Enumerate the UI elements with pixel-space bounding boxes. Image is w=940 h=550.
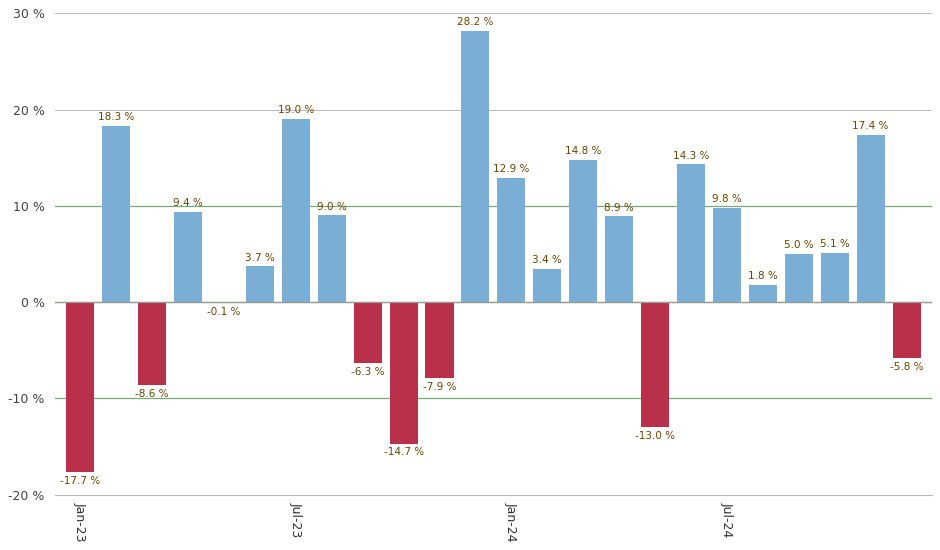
Text: 5.1 %: 5.1 % [820,239,850,249]
Text: -5.8 %: -5.8 % [890,362,923,372]
Bar [66,302,94,472]
Text: 9.4 %: 9.4 % [173,198,203,208]
Text: 17.4 %: 17.4 % [853,121,889,131]
Bar [892,302,920,358]
Bar [641,302,669,427]
Text: 18.3 %: 18.3 % [98,112,134,122]
Text: -8.6 %: -8.6 % [135,389,169,399]
Bar [533,270,561,302]
Text: -14.7 %: -14.7 % [384,447,424,458]
Bar [856,135,885,302]
Text: 9.0 %: 9.0 % [317,202,347,212]
Bar [462,31,490,302]
Text: 9.8 %: 9.8 % [712,194,742,204]
Text: 14.3 %: 14.3 % [673,151,709,161]
Bar [174,212,202,302]
Bar [246,266,274,302]
Bar [353,302,382,362]
Bar [282,119,310,302]
Text: 5.0 %: 5.0 % [784,240,813,250]
Text: -7.9 %: -7.9 % [423,382,456,392]
Text: 8.9 %: 8.9 % [604,202,634,212]
Bar [713,208,741,302]
Text: -0.1 %: -0.1 % [208,307,241,317]
Bar [210,302,238,303]
Text: 3.7 %: 3.7 % [245,252,274,262]
Text: 3.4 %: 3.4 % [532,256,562,266]
Text: -13.0 %: -13.0 % [635,431,675,441]
Bar [102,126,131,302]
Bar [318,216,346,302]
Text: -6.3 %: -6.3 % [351,366,384,377]
Text: 12.9 %: 12.9 % [494,164,529,174]
Bar [497,178,525,302]
Text: 14.8 %: 14.8 % [565,146,602,156]
Text: 19.0 %: 19.0 % [277,106,314,116]
Text: 28.2 %: 28.2 % [457,17,494,27]
Bar [785,254,813,302]
Bar [570,160,597,302]
Text: 1.8 %: 1.8 % [748,271,777,281]
Text: -17.7 %: -17.7 % [60,476,101,486]
Bar [138,302,166,385]
Bar [605,216,634,302]
Bar [821,253,849,302]
Bar [677,164,705,302]
Bar [426,302,453,378]
Bar [749,285,776,302]
Bar [389,302,417,443]
